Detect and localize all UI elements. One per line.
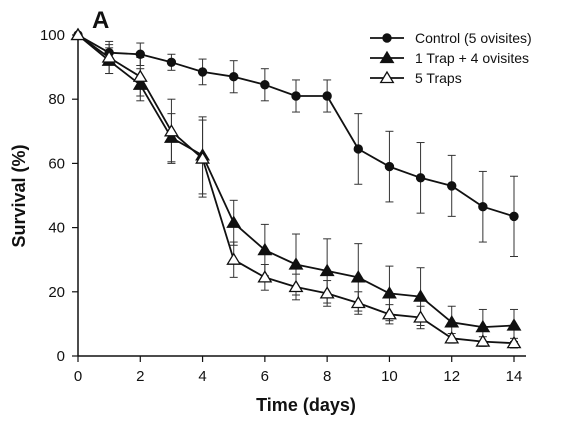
data-point-series-1 bbox=[229, 72, 239, 82]
data-point-series-3 bbox=[195, 151, 211, 164]
data-point-series-3 bbox=[101, 50, 117, 63]
x-tick-label: 10 bbox=[381, 368, 398, 385]
y-tick-label: 40 bbox=[48, 220, 65, 237]
data-point-series-2 bbox=[319, 263, 335, 277]
legend-marker bbox=[382, 33, 392, 43]
data-point-series-2 bbox=[350, 270, 366, 283]
data-point-series-3 bbox=[288, 279, 304, 293]
x-tick-label: 14 bbox=[506, 368, 523, 385]
axes: 0 20 40 60 80 100 0 2 4 6 8 10 12 14 bbox=[40, 27, 526, 385]
x-tick-label: 8 bbox=[323, 368, 331, 385]
data-point-series-2 bbox=[475, 319, 491, 333]
y-tick-label: 80 bbox=[48, 91, 65, 108]
data-point-series-1 bbox=[447, 181, 457, 191]
data-point-series-1 bbox=[478, 202, 488, 212]
data-point-series-2 bbox=[132, 77, 148, 90]
series-markers bbox=[70, 27, 522, 349]
data-point-series-2 bbox=[381, 286, 397, 299]
data-point-series-1 bbox=[415, 173, 426, 183]
panel-label: A bbox=[92, 7, 109, 34]
y-tick-label: 100 bbox=[40, 27, 65, 44]
data-point-series-1 bbox=[353, 144, 363, 154]
data-point-series-1 bbox=[260, 80, 270, 90]
legend: Control (5 ovisites) 1 Trap + 4 ovisites 5… bbox=[370, 30, 532, 86]
data-point-series-2 bbox=[257, 242, 273, 256]
x-tick-label: 12 bbox=[443, 368, 460, 385]
data-point-series-1 bbox=[135, 49, 145, 59]
data-point-series-3 bbox=[381, 307, 397, 320]
data-point-series-1 bbox=[291, 91, 301, 101]
error-bars bbox=[105, 40, 518, 349]
data-point-series-2 bbox=[163, 130, 179, 143]
data-point-series-3 bbox=[444, 331, 460, 344]
data-point-series-3 bbox=[413, 310, 429, 323]
data-point-series-3 bbox=[226, 252, 242, 265]
y-tick-label: 20 bbox=[48, 284, 65, 301]
data-point-series-3 bbox=[475, 334, 491, 347]
x-tick-label: 0 bbox=[74, 368, 82, 385]
data-point-series-3 bbox=[506, 335, 522, 349]
data-point-series-3 bbox=[70, 27, 86, 41]
data-point-series-2 bbox=[506, 318, 522, 331]
legend-marker bbox=[379, 50, 395, 64]
data-point-series-1 bbox=[197, 67, 208, 77]
y-tick-label: 0 bbox=[57, 348, 65, 365]
data-point-series-1 bbox=[322, 91, 332, 101]
legend-marker bbox=[379, 70, 395, 84]
x-tick-label: 6 bbox=[261, 368, 269, 385]
data-point-series-2 bbox=[226, 215, 242, 228]
data-point-series-2 bbox=[413, 289, 429, 302]
data-point-series-1 bbox=[384, 161, 395, 172]
legend-label: Control (5 ovisites) bbox=[415, 30, 532, 46]
data-point-series-3 bbox=[257, 270, 273, 283]
legend-label: 1 Trap + 4 ovisites bbox=[415, 50, 529, 66]
legend-label: 5 Traps bbox=[415, 70, 462, 86]
data-point-series-3 bbox=[132, 69, 148, 82]
y-axis-label: Survival (%) bbox=[9, 144, 29, 247]
data-point-series-3 bbox=[319, 286, 335, 299]
x-axis-label: Time (days) bbox=[256, 395, 356, 415]
x-tick-label: 4 bbox=[198, 368, 206, 385]
data-point-series-3 bbox=[350, 295, 366, 309]
data-point-series-2 bbox=[288, 257, 304, 270]
x-tick-label: 2 bbox=[136, 368, 144, 385]
data-point-series-1 bbox=[166, 57, 177, 67]
y-tick-label: 60 bbox=[48, 155, 65, 172]
data-point-series-1 bbox=[509, 211, 519, 222]
data-point-series-2 bbox=[444, 315, 460, 328]
data-point-series-3 bbox=[163, 124, 179, 137]
